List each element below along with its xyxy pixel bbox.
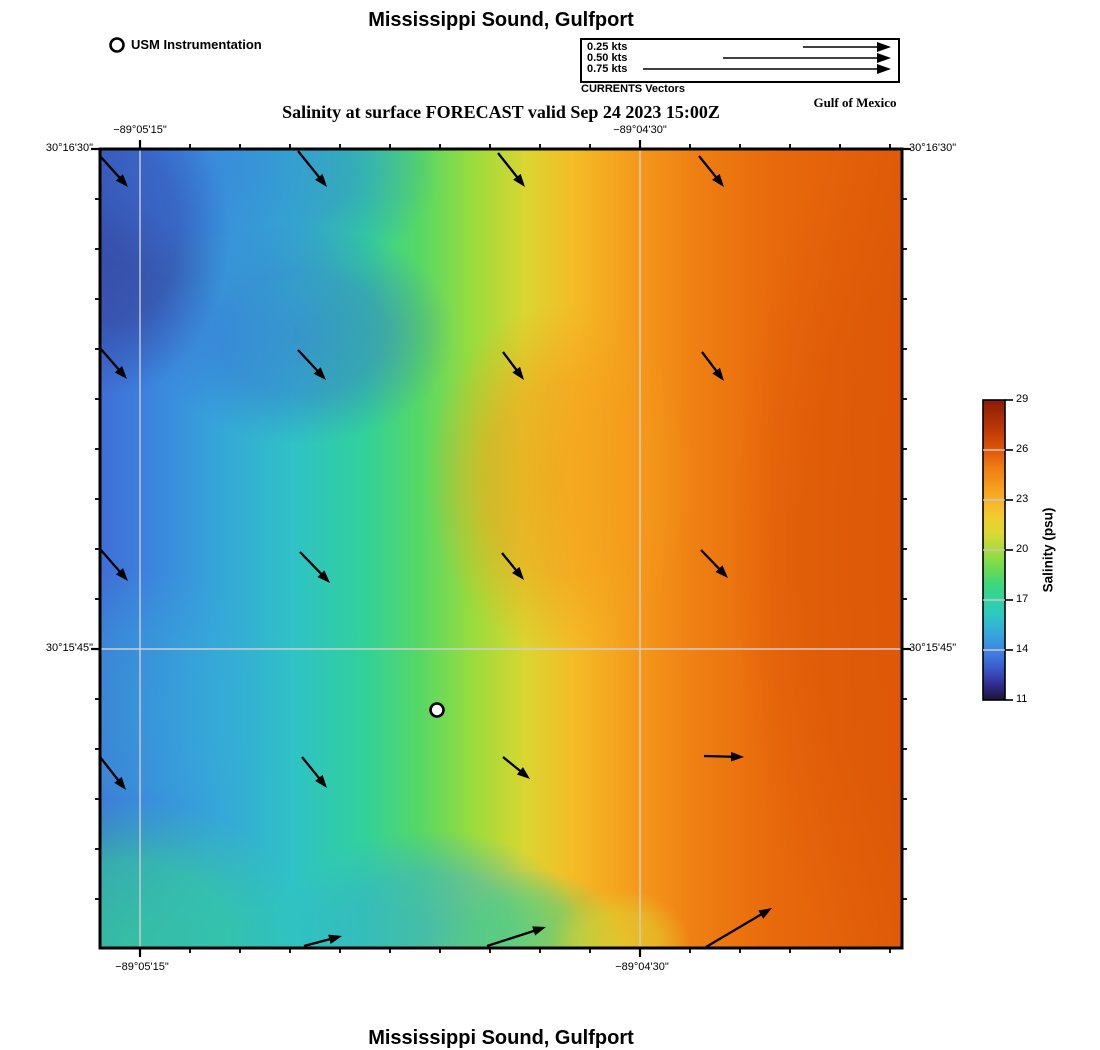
colorbar-tick-17: 17: [1016, 593, 1029, 605]
usm-station-marker: [429, 702, 445, 718]
colorbar-tick-23: 23: [1016, 493, 1029, 505]
x-tick-label-top-1: −89°05'15": [113, 124, 167, 136]
axis-ticks: [91, 140, 911, 957]
colorbar-title: Salinity (psu): [1040, 507, 1056, 593]
y-tick-label-left-1: 30°16'30": [45, 142, 93, 154]
salinity-patch: [145, 224, 455, 444]
y-tick-label-right-2: 30°15'45": [909, 642, 957, 654]
currents-scale-arrows: [643, 42, 891, 74]
instrument-marker-icon: [109, 37, 125, 53]
y-tick-label-left-2: 30°15'45": [45, 642, 93, 654]
forecast-subtitle: Salinity at surface FORECAST valid Sep 2…: [282, 102, 720, 122]
x-tick-label-bottom-2: −89°04'30": [615, 961, 669, 973]
salinity-patch: [550, 889, 690, 948]
currents-scale-box: [580, 38, 900, 83]
current-vector-arrows: [100, 150, 772, 948]
currents-scale-075: 0.75 kts: [587, 63, 628, 75]
colorbar-tick-11: 11: [1016, 693, 1028, 705]
salinity-patch: [100, 569, 290, 849]
colorbar-tick-14: 14: [1016, 643, 1029, 655]
region-label: Gulf of Mexico: [813, 95, 897, 110]
x-tick-label-bottom-1: −89°05'15": [115, 961, 169, 973]
colorbar-tick-20: 20: [1016, 543, 1029, 555]
x-tick-label-top-2: −89°04'30": [613, 124, 667, 136]
colorbar-tick-29: 29: [1016, 393, 1029, 405]
colorbar-tick-26: 26: [1016, 443, 1029, 455]
salinity-patch: [730, 149, 902, 948]
currents-scale-050: 0.50 kts: [587, 52, 628, 64]
instrument-legend-label: USM Instrumentation: [131, 37, 262, 52]
y-tick-label-right-1: 30°16'30": [909, 142, 957, 154]
page-title: Mississippi Sound, Gulfport: [368, 9, 634, 31]
salinity-patch: [425, 304, 695, 654]
currents-scale-025: 0.25 kts: [587, 41, 628, 53]
currents-caption: CURRENTS Vectors: [581, 83, 685, 95]
colorbar-ticks: [983, 399, 1013, 701]
salinity-field: [100, 149, 902, 948]
footer-title: Mississippi Sound, Gulfport: [368, 1027, 634, 1049]
